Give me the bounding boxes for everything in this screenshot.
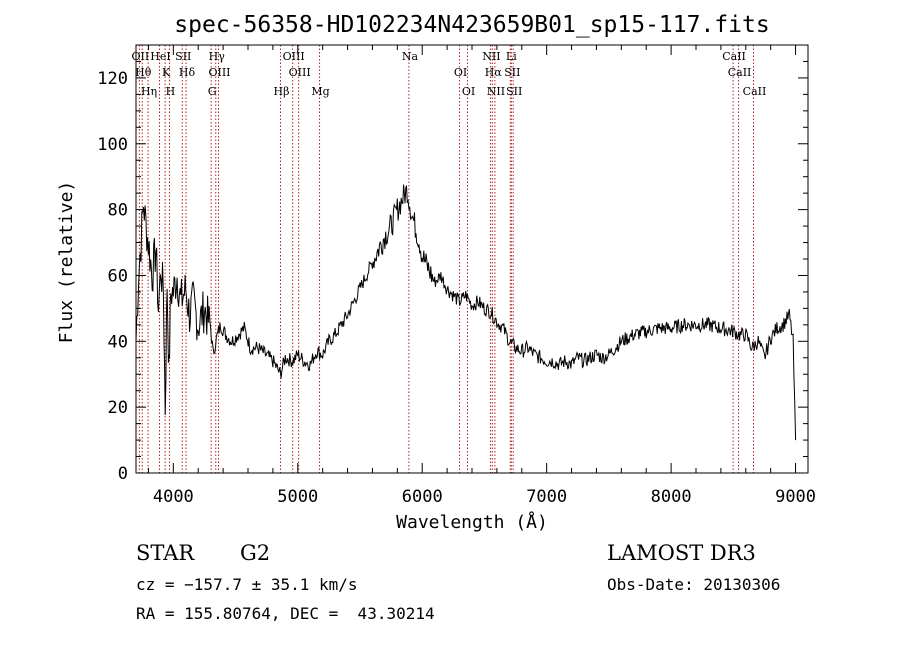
y-tick-label: 40 [108, 332, 128, 352]
coordinates: RA = 155.80764, DEC = 43.30214 [136, 604, 435, 623]
spectral-line-labels: OIIHθHηHeIKHSIIHδGHγOIIIHβOIIIOIIIMgNaOI… [132, 50, 767, 98]
x-axis-label: Wavelength (Å) [396, 511, 548, 533]
spectral-line-label: K [162, 66, 171, 79]
object-class: STAR [136, 541, 195, 565]
spectral-line-label: NII [487, 85, 505, 98]
chart-title: spec-56358-HD102234N423659B01_sp15-117.f… [174, 12, 769, 38]
spectral-line-label: Na [402, 50, 419, 63]
observation-date: Obs-Date: 20130306 [607, 575, 780, 594]
x-tick-label: 9000 [775, 487, 816, 507]
plot-frame [135, 44, 809, 474]
spectral-line-label: Li [506, 50, 517, 63]
x-tick-label: 5000 [277, 487, 318, 507]
spectral-line-label: Hη [141, 85, 157, 98]
object-subclass: G2 [240, 541, 270, 565]
x-tick-label: 8000 [651, 487, 692, 507]
spectral-line-label: Hθ [135, 66, 152, 79]
spectral-line-label: G [208, 85, 217, 98]
spectral-line-label: CaII [722, 50, 746, 63]
y-tick-label: 60 [108, 266, 128, 286]
y-axis-label: Flux (relative) [56, 181, 77, 344]
x-tick-label: 6000 [402, 487, 443, 507]
spectral-line-label: OI [454, 66, 467, 79]
axis-ticks [136, 45, 808, 474]
spectral-line-label: Hδ [179, 66, 196, 79]
y-tick-label: 100 [97, 135, 128, 155]
spectral-line-label: H [166, 85, 176, 98]
spectral-line-label: OI [462, 85, 475, 98]
y-tick-label: 0 [118, 464, 128, 484]
spectral-line-label: OIII [283, 50, 305, 63]
spectral-line-label: CaII [728, 66, 752, 79]
y-tick-label: 120 [97, 69, 128, 89]
y-tick-labels: 0 20 40 60 80 100 120 [97, 69, 128, 484]
x-tick-label: 4000 [153, 487, 194, 507]
spectral-line-label: Hγ [209, 50, 226, 63]
spectral-line-label: CaII [743, 85, 767, 98]
y-tick-label: 80 [108, 201, 128, 221]
spectral-line-label: OIII [208, 66, 230, 79]
x-tick-label: 7000 [526, 487, 567, 507]
spectrum-series-line [135, 184, 797, 441]
y-tick-label: 20 [108, 398, 128, 418]
spectral-line-label: SII [506, 85, 522, 98]
survey-name: LAMOST DR3 [607, 541, 756, 565]
spectral-line-label: SII [175, 50, 191, 63]
redshift-cz: cz = −157.7 ± 35.1 km/s [136, 575, 358, 594]
spectral-line-label: NII [482, 50, 500, 63]
spectral-line-label: Mg [311, 85, 329, 98]
spectral-line-label: SII [504, 66, 520, 79]
spectral-lines [138, 45, 754, 473]
spectral-line-label: HeI [150, 50, 170, 63]
spectral-line-label: Hα [485, 66, 503, 79]
spectral-line-label: OIII [289, 66, 311, 79]
spectral-line-label: Hβ [274, 85, 290, 98]
x-tick-labels: 4000 5000 6000 7000 8000 9000 [153, 487, 816, 507]
